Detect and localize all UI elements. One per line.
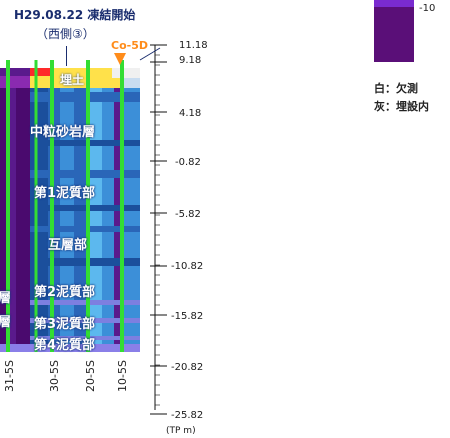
tick-label: -15.82 <box>171 311 204 322</box>
legend-swatch-top <box>374 0 414 7</box>
temperature-band <box>30 170 140 178</box>
layer-label-sandstone: 中粒砂岩層 <box>30 125 96 140</box>
tick-label: -25.82 <box>171 410 204 421</box>
temperature-band <box>30 92 140 102</box>
temperature-band <box>0 344 140 352</box>
note-gray-buried: 灰：埋設内 <box>374 100 429 113</box>
tick-label: 11.18 <box>179 40 208 51</box>
co-marker-triangle <box>114 53 126 65</box>
temperature-band <box>30 205 140 211</box>
layer-label-left2: 層 <box>0 315 12 330</box>
tick-label: 9.18 <box>179 55 202 66</box>
temperature-strip <box>6 68 16 352</box>
fill-layer-cell <box>124 78 140 88</box>
note-white-missing: 白：欠測 <box>374 82 418 95</box>
tick-label: -20.82 <box>171 362 204 373</box>
temperature-columns <box>0 68 140 352</box>
temperature-strip <box>16 68 30 352</box>
fill-layer-cell <box>30 68 52 76</box>
temperature-band <box>30 336 140 340</box>
temperature-band <box>30 226 140 232</box>
borehole-label-10-5s: 10-5S <box>116 360 129 392</box>
temperature-strip <box>0 68 6 352</box>
temperature-band <box>30 318 140 323</box>
layer-label-mud4: 第4泥質部 <box>34 338 96 353</box>
chart-title: H29.08.22 凍結開始 <box>14 8 136 22</box>
depth-axis <box>139 44 167 415</box>
fill-layer-cell <box>0 68 30 76</box>
co-marker-label: Co-5D <box>111 39 148 52</box>
layer-label-left1: 層 <box>0 291 12 306</box>
tick-label: -10.82 <box>171 261 204 272</box>
temperature-band <box>30 300 140 305</box>
fill-layer-cell <box>112 68 140 78</box>
layer-label-mud3: 第3泥質部 <box>34 317 96 332</box>
co-connector <box>139 47 161 61</box>
temperature-band <box>30 258 140 266</box>
layer-label-mud2: 第2泥質部 <box>34 285 96 300</box>
borehole-lines <box>6 60 124 352</box>
axis-unit: (TP m) <box>166 426 196 436</box>
chart-subtitle: （西側③） <box>36 27 95 41</box>
title-pointer-line <box>66 46 67 66</box>
borehole-label-30-5s: 30-5S <box>48 360 61 392</box>
tick-label: 4.18 <box>179 108 202 119</box>
borehole-label-20-5s: 20-5S <box>84 360 97 392</box>
temperature-band <box>30 140 140 146</box>
layer-label-fill: 埋土 <box>60 73 85 87</box>
borehole-label-31-5s: 31-5S <box>3 360 16 392</box>
tick-label: -0.82 <box>175 157 201 168</box>
layer-label-alternation: 互層部 <box>48 238 88 253</box>
legend-value: -10 <box>419 3 436 14</box>
fill-layer-cell <box>0 76 30 88</box>
tick-label: -5.82 <box>175 209 201 220</box>
layer-label-mud1: 第1泥質部 <box>34 186 96 201</box>
legend-swatch <box>374 7 414 62</box>
